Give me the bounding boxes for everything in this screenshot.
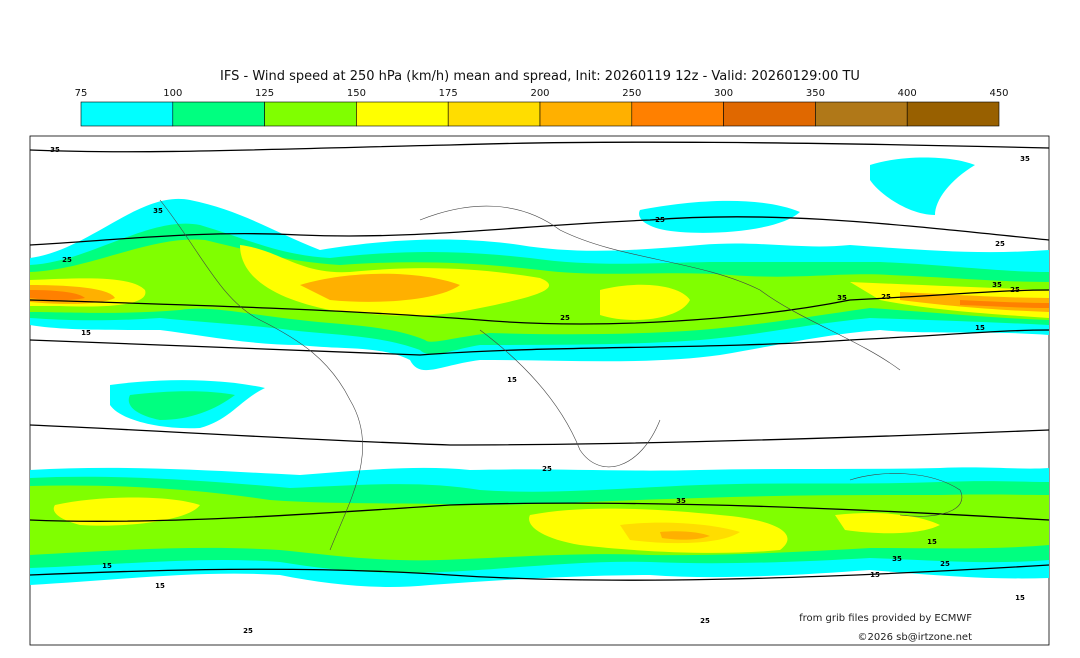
map-panel: 35 35 35 25 25 25 25 25 25 15 15 15 15 35 35 25 35 15 15 15… — [29, 135, 1050, 646]
contour-label: 35 — [1020, 155, 1030, 163]
colorbar-tick-label: 175 — [439, 88, 458, 99]
colorbar-swatch — [723, 101, 816, 127]
colorbar-tick-label: 250 — [622, 88, 641, 99]
contour-label: 15 — [870, 571, 880, 579]
jet-pacific-green — [128, 391, 235, 420]
contour-label: 25 — [940, 560, 950, 568]
contour-lines — [30, 141, 1049, 581]
contour-label: 15 — [975, 324, 985, 332]
colorbar-tick-label: 100 — [163, 88, 182, 99]
contour-label: 35 — [892, 555, 902, 563]
contour-label: 25 — [995, 240, 1005, 248]
colorbar-tick-label: 300 — [714, 88, 733, 99]
colorbar-tick-label: 350 — [806, 88, 825, 99]
contour-label: 35 — [992, 281, 1002, 289]
jet-north-yellow — [30, 245, 1049, 320]
contour-label: 15 — [507, 376, 517, 384]
jet-alaska-cyan — [639, 157, 975, 233]
chart-title: IFS - Wind speed at 250 hPa (km/h) mean … — [220, 69, 860, 84]
credit-copyright: ©2026 sb@irtzone.net — [858, 632, 973, 643]
colorbar: 75 100 125 150 175 200 250 300 350 400 450 — [75, 88, 1009, 127]
colorbar-swatch — [815, 101, 908, 127]
colorbar-swatch — [447, 101, 541, 127]
contour-label: 15 — [1015, 594, 1025, 602]
colorbar-tick-label: 125 — [255, 88, 274, 99]
contour-label: 15 — [927, 538, 937, 546]
contour-label: 25 — [243, 627, 253, 635]
coastlines — [159, 199, 963, 551]
contour-label: 25 — [542, 465, 552, 473]
colorbar-tick-label: 200 — [530, 88, 549, 99]
colorbar-swatch — [264, 101, 357, 127]
contour-label: 25 — [560, 314, 570, 322]
colorbar-swatch — [356, 101, 449, 127]
colorbar-tick-label: 75 — [75, 88, 88, 99]
contour-label: 25 — [655, 216, 665, 224]
contour-label: 35 — [837, 294, 847, 302]
colorbar-tick-label: 150 — [347, 88, 366, 99]
contour-label: 25 — [881, 293, 891, 301]
colorbar-tick-label: 400 — [898, 88, 917, 99]
colorbar-swatch — [172, 101, 265, 127]
jet-south-darkorange — [660, 531, 710, 540]
contour-label: 15 — [81, 329, 91, 337]
contour-label: 25 — [700, 617, 710, 625]
colorbar-swatch — [631, 101, 724, 127]
contour-label: 35 — [50, 146, 60, 154]
contour-label: 15 — [102, 562, 112, 570]
contour-label: 25 — [1010, 286, 1020, 294]
colorbar-swatch — [80, 101, 174, 127]
colorbar-swatch — [906, 101, 1000, 127]
colorbar-swatch — [539, 101, 633, 127]
contour-label: 15 — [155, 582, 165, 590]
contour-label: 35 — [153, 207, 163, 215]
credit-source: from grib files provided by ECMWF — [799, 613, 972, 624]
contour-label: 25 — [62, 256, 72, 264]
colorbar-tick-label: 450 — [989, 88, 1008, 99]
contour-label: 35 — [676, 497, 686, 505]
